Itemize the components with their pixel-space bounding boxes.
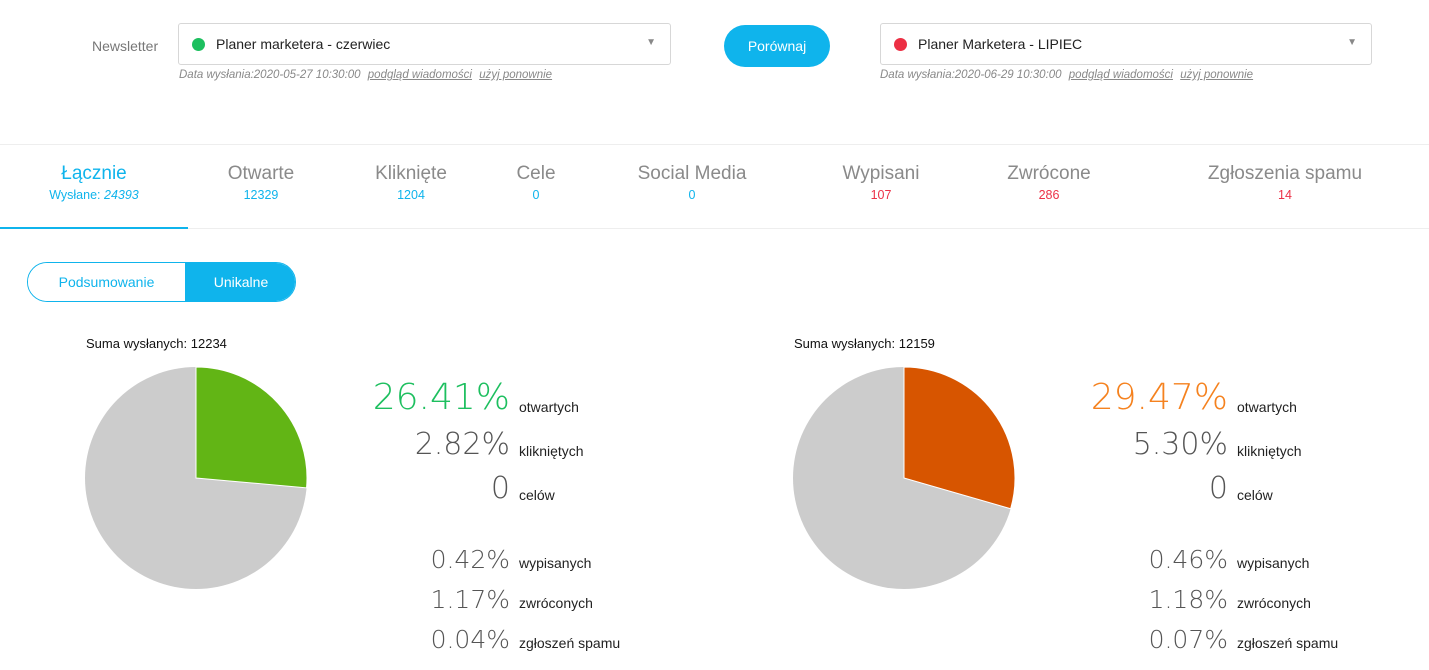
spam-rate-left: 0.04% — [430, 625, 510, 654]
pie-opened-slice — [903, 366, 1016, 510]
sent-date-left: Data wysłania:2020-05-27 10:30:00 — [179, 69, 361, 81]
newsletter-select-right-value: Planer Marketera - LIPIEC — [918, 36, 1083, 52]
spam-rate-right: 0.07% — [1148, 625, 1228, 654]
bounced-label-left: zwróconych — [519, 595, 593, 611]
tab-unsubscribed-label: Wypisani — [842, 163, 920, 184]
clicked-rate-right: 5.30% — [1132, 427, 1228, 462]
chevron-down-icon[interactable]: ▼ — [646, 37, 656, 48]
sent-info-left: Data wysłania:2020-05-27 10:30:00 podglą… — [179, 69, 552, 81]
total-sent-left: Suma wysłanych: 12234 — [86, 336, 227, 351]
unique-toggle-option[interactable]: Unikalne — [185, 263, 295, 301]
tab-spam-reports-label: Zgłoszenia spamu — [1207, 163, 1363, 184]
clicked-label-right: klikniętych — [1237, 443, 1302, 459]
view-toggle: Podsumowanie Unikalne — [27, 262, 296, 302]
reuse-link-left[interactable]: użyj ponownie — [479, 69, 553, 81]
unsub-rate-right: 0.46% — [1148, 545, 1228, 574]
tab-total-label: Łącznie — [61, 163, 127, 184]
reuse-link-right[interactable]: użyj ponownie — [1180, 69, 1254, 81]
bounced-rate-right: 1.18% — [1148, 585, 1228, 614]
bounced-rate-left: 1.17% — [430, 585, 510, 614]
tab-spam-reports[interactable]: Zgłoszenia spamu 14 — [1190, 163, 1380, 202]
tab-clicked[interactable]: Kliknięte 1204 — [350, 163, 472, 202]
clicked-rate-left: 2.82% — [414, 427, 510, 462]
tab-bounced-label: Zwrócone — [1007, 163, 1091, 184]
tab-unsubscribed[interactable]: Wypisani 107 — [821, 163, 941, 202]
total-sent-right: Suma wysłanych: 12159 — [794, 336, 935, 351]
pie-opened-slice — [195, 366, 308, 489]
preview-link-right[interactable]: podgląd wiadomości — [1068, 69, 1173, 81]
pie-chart-right — [793, 366, 1016, 589]
newsletter-select-left[interactable]: Planer marketera - czerwiec ▼ — [178, 23, 671, 65]
tab-social-media-value: 0 — [688, 188, 696, 202]
pie-chart-left — [85, 366, 308, 589]
tab-clicked-value: 1204 — [397, 188, 425, 202]
unsub-rate-left: 0.42% — [430, 545, 510, 574]
sent-date-right: Data wysłania:2020-06-29 10:30:00 — [880, 69, 1062, 81]
tab-unsubscribed-value: 107 — [870, 188, 892, 202]
opened-label-right: otwartych — [1237, 399, 1297, 415]
goals-rate-right: 0 — [1208, 471, 1228, 506]
tab-goals-value: 0 — [532, 188, 540, 202]
opened-rate-left: 26.41% — [372, 377, 510, 418]
unsub-label-left: wypisanych — [519, 555, 592, 571]
bounced-label-right: zwróconych — [1237, 595, 1311, 611]
unsub-label-right: wypisanych — [1237, 555, 1310, 571]
preview-link-left[interactable]: podgląd wiadomości — [367, 69, 472, 81]
chevron-down-icon[interactable]: ▼ — [1347, 37, 1357, 48]
status-dot-red — [894, 38, 907, 51]
newsletter-select-left-value: Planer marketera - czerwiec — [216, 36, 391, 52]
goals-label-left: celów — [519, 487, 555, 503]
tab-goals[interactable]: Cele 0 — [496, 163, 576, 202]
spam-label-right: zgłoszeń spamu — [1237, 635, 1339, 651]
newsletter-label: Newsletter — [92, 38, 159, 54]
clicked-label-left: klikniętych — [519, 443, 584, 459]
summary-toggle-option[interactable]: Podsumowanie — [28, 263, 185, 301]
opened-label-left: otwartych — [519, 399, 579, 415]
compare-button[interactable]: Porównaj — [724, 25, 830, 67]
tab-opened-label: Otwarte — [227, 163, 295, 184]
tab-total-value: Wysłane: 24393 — [49, 188, 139, 202]
stats-tabs: Łącznie Wysłane: 24393 Otwarte 12329 Kli… — [0, 144, 1429, 229]
newsletter-select-right[interactable]: Planer Marketera - LIPIEC ▼ — [880, 23, 1372, 65]
tab-bounced-value: 286 — [1038, 188, 1060, 202]
spam-label-left: zgłoszeń spamu — [519, 635, 621, 651]
sent-info-right: Data wysłania:2020-06-29 10:30:00 podglą… — [880, 69, 1253, 81]
tab-opened-value: 12329 — [243, 188, 279, 202]
tab-opened[interactable]: Otwarte 12329 — [200, 163, 322, 202]
active-tab-indicator — [0, 227, 188, 229]
tab-total[interactable]: Łącznie Wysłane: 24393 — [0, 163, 188, 202]
goals-label-right: celów — [1237, 487, 1273, 503]
tab-spam-reports-value: 14 — [1278, 188, 1292, 202]
goals-rate-left: 0 — [490, 471, 510, 506]
tab-social-media[interactable]: Social Media 0 — [622, 163, 762, 202]
opened-rate-right: 29.47% — [1090, 377, 1228, 418]
tab-goals-label: Cele — [516, 163, 556, 184]
tab-bounced[interactable]: Zwrócone 286 — [989, 163, 1109, 202]
tab-clicked-label: Kliknięte — [375, 163, 447, 184]
tab-social-media-label: Social Media — [637, 163, 747, 184]
status-dot-green — [192, 38, 205, 51]
